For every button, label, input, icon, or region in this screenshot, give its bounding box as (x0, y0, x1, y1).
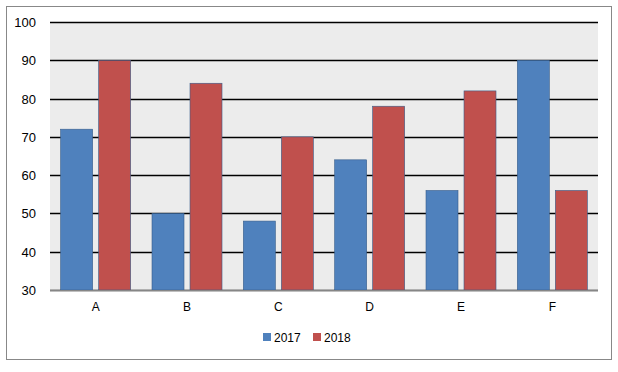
bar (517, 60, 549, 290)
y-tick-label: 60 (22, 168, 36, 183)
x-tick-label: D (365, 300, 374, 314)
grid-line (50, 137, 598, 139)
y-tick-label: 100 (14, 15, 36, 30)
bar (464, 91, 496, 290)
y-tick-label: 30 (22, 283, 36, 298)
grid-line (50, 99, 598, 101)
legend-label: 2018 (324, 331, 351, 345)
bars (61, 60, 588, 290)
bar (426, 190, 458, 290)
x-tick-label: B (183, 300, 191, 314)
grid-line (50, 290, 598, 292)
legend-swatch (313, 333, 321, 341)
legend-swatch (263, 333, 271, 341)
bar (281, 137, 313, 290)
bar (373, 106, 405, 290)
grid-line (50, 22, 598, 24)
bar (61, 129, 93, 290)
bar (243, 221, 275, 290)
x-tick-label: E (457, 300, 465, 314)
grid-line (50, 175, 598, 177)
x-tick-label: A (92, 300, 100, 314)
y-tick-label: 90 (22, 53, 36, 68)
bar (99, 60, 131, 290)
x-tick-label: F (549, 300, 556, 314)
plot-area (50, 22, 598, 290)
y-tick-label: 40 (22, 245, 36, 260)
bar (152, 213, 184, 290)
chart: 30 40 50 60 70 80 90 100 A B C D E F 2017 2018 (0, 0, 618, 372)
x-tick-label: C (274, 300, 283, 314)
legend-label: 2017 (274, 331, 301, 345)
y-tick-label: 50 (22, 206, 36, 221)
y-tick-label: 80 (22, 92, 36, 107)
bar (335, 160, 367, 290)
x-axis (50, 290, 598, 291)
chart-container: 30 40 50 60 70 80 90 100 A B C D E F 2017 2018 (0, 0, 618, 372)
y-tick-label: 70 (22, 130, 36, 145)
grid-line (50, 60, 598, 62)
grid-line (50, 252, 598, 254)
bar (190, 83, 222, 290)
bar (555, 190, 587, 290)
grid-line (50, 213, 598, 215)
chart-border (7, 7, 612, 360)
